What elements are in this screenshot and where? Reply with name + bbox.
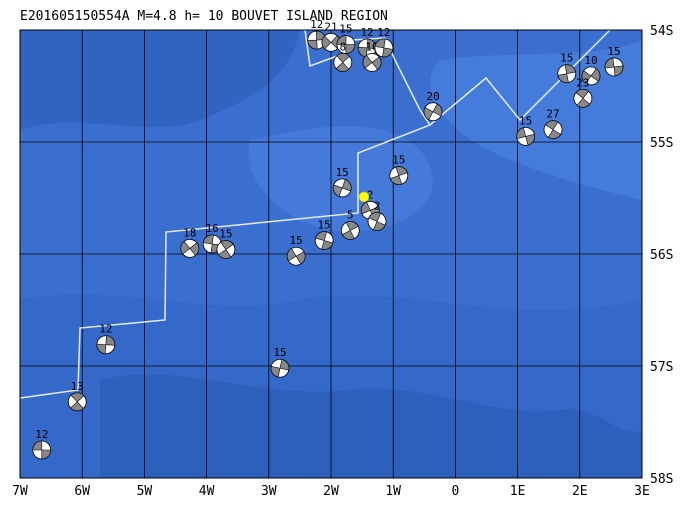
y-tick-label: 56S	[650, 248, 673, 263]
beachball-quadrant	[374, 38, 394, 58]
focal-mechanism	[180, 238, 200, 258]
y-tick-label: 54S	[650, 24, 673, 39]
depth-label: 15	[560, 52, 573, 65]
x-tick-label: 2E	[572, 484, 588, 499]
focal-mechanism	[367, 212, 387, 231]
depth-label: 5	[347, 208, 354, 221]
epicenter	[358, 191, 370, 203]
plate-boundary	[19, 29, 611, 399]
beachball-quadrant	[423, 103, 443, 121]
beachball-quadrant	[604, 57, 624, 77]
depth-label: 15	[607, 45, 620, 58]
x-tick-label: 3E	[634, 484, 650, 499]
depth-label: 15	[318, 219, 331, 232]
depth-label: 16	[206, 222, 219, 235]
depth-label: 10	[584, 54, 597, 67]
focal-mechanism	[332, 178, 352, 198]
focal-mechanism	[336, 35, 356, 54]
x-tick-label: 4W	[199, 484, 215, 499]
beachball-quadrant	[270, 359, 290, 378]
depth-label: 2	[367, 188, 374, 201]
focal-mechanism	[581, 66, 601, 86]
y-tick-label: 55S	[650, 136, 673, 151]
depth-label: 15	[392, 154, 405, 167]
focal-mechanism	[573, 88, 593, 108]
depth-label: 12	[99, 323, 112, 336]
depth-label: 15	[219, 228, 232, 241]
depth-label: 20	[426, 90, 439, 103]
beachball-quadrant	[557, 64, 576, 83]
depth-label: 2	[374, 200, 381, 213]
focal-mechanism	[423, 102, 443, 122]
focal-mechanism	[543, 120, 563, 140]
depth-label: 13	[71, 380, 84, 393]
beachball-quadrant	[581, 68, 601, 84]
beachball-quadrant	[575, 89, 591, 108]
y-tick-label: 57S	[650, 360, 673, 375]
depth-label: 23	[576, 76, 589, 89]
depth-label: 18	[183, 226, 196, 239]
beachball-quadrant	[70, 392, 85, 412]
map-frame	[19, 29, 643, 479]
x-tick-label: 1W	[385, 484, 401, 499]
depth-label: 15	[273, 346, 286, 359]
focal-mechanism	[67, 392, 87, 412]
beachball-quadrant	[341, 221, 359, 240]
depth-label: 27	[546, 108, 559, 121]
focal-mechanism	[374, 38, 394, 58]
map-title: E201605150554A M=4.8 h= 10 BOUVET ISLAND…	[20, 9, 388, 24]
focal-mechanism	[340, 221, 360, 240]
beachball-quadrant	[180, 240, 200, 256]
focal-mechanism	[32, 440, 52, 460]
y-tick-label: 58S	[650, 472, 673, 487]
depth-label: 12	[310, 18, 323, 31]
depth-label: 8	[340, 40, 347, 53]
focal-mechanism	[321, 32, 341, 52]
focal-mechanism	[314, 231, 334, 250]
focal-mechanism	[604, 57, 624, 77]
focal-mechanism	[362, 53, 382, 72]
beachball-quadrant	[286, 248, 306, 265]
depth-label: 15	[339, 23, 352, 36]
x-tick-label: 7W	[12, 484, 28, 499]
depth-label: 12	[35, 428, 48, 441]
beachball-quadrant	[368, 212, 386, 231]
beachball-quadrant	[389, 166, 408, 185]
x-tick-label: 5W	[137, 484, 153, 499]
focal-mechanism	[557, 64, 577, 84]
beachball-quadrant	[362, 54, 382, 70]
x-tick-label: 2W	[323, 484, 339, 499]
focal-mechanism	[389, 166, 409, 186]
beachball-quadrant	[96, 335, 116, 355]
beachball-quadrant	[545, 120, 562, 139]
beachball-quadrant	[335, 53, 350, 72]
focal-mechanism	[96, 335, 116, 355]
depth-label: 15	[290, 234, 303, 247]
focal-mechanism	[286, 246, 306, 266]
focal-mechanism	[333, 53, 353, 72]
focal-mechanism	[216, 240, 236, 259]
x-tick-label: 3W	[261, 484, 277, 499]
beachball-quadrant	[32, 440, 52, 460]
beachball-quadrant	[218, 240, 234, 259]
depth-label: 21	[324, 20, 337, 33]
x-tick-label: 1E	[510, 484, 526, 499]
depth-label: 15	[336, 166, 349, 179]
beachball-quadrant	[336, 35, 356, 54]
focal-mechanism	[516, 126, 536, 146]
x-tick-label: 0	[451, 484, 459, 499]
beachball-quadrant	[332, 179, 352, 197]
depth-label: 12	[377, 26, 390, 39]
focal-mechanism	[307, 30, 327, 50]
beachball-quadrant	[315, 231, 334, 250]
depth-label: 12	[360, 26, 373, 39]
depth-label: 15	[519, 114, 532, 127]
x-tick-label: 6W	[74, 484, 90, 499]
focal-mechanism	[270, 358, 290, 378]
beachball-quadrant	[516, 127, 535, 146]
